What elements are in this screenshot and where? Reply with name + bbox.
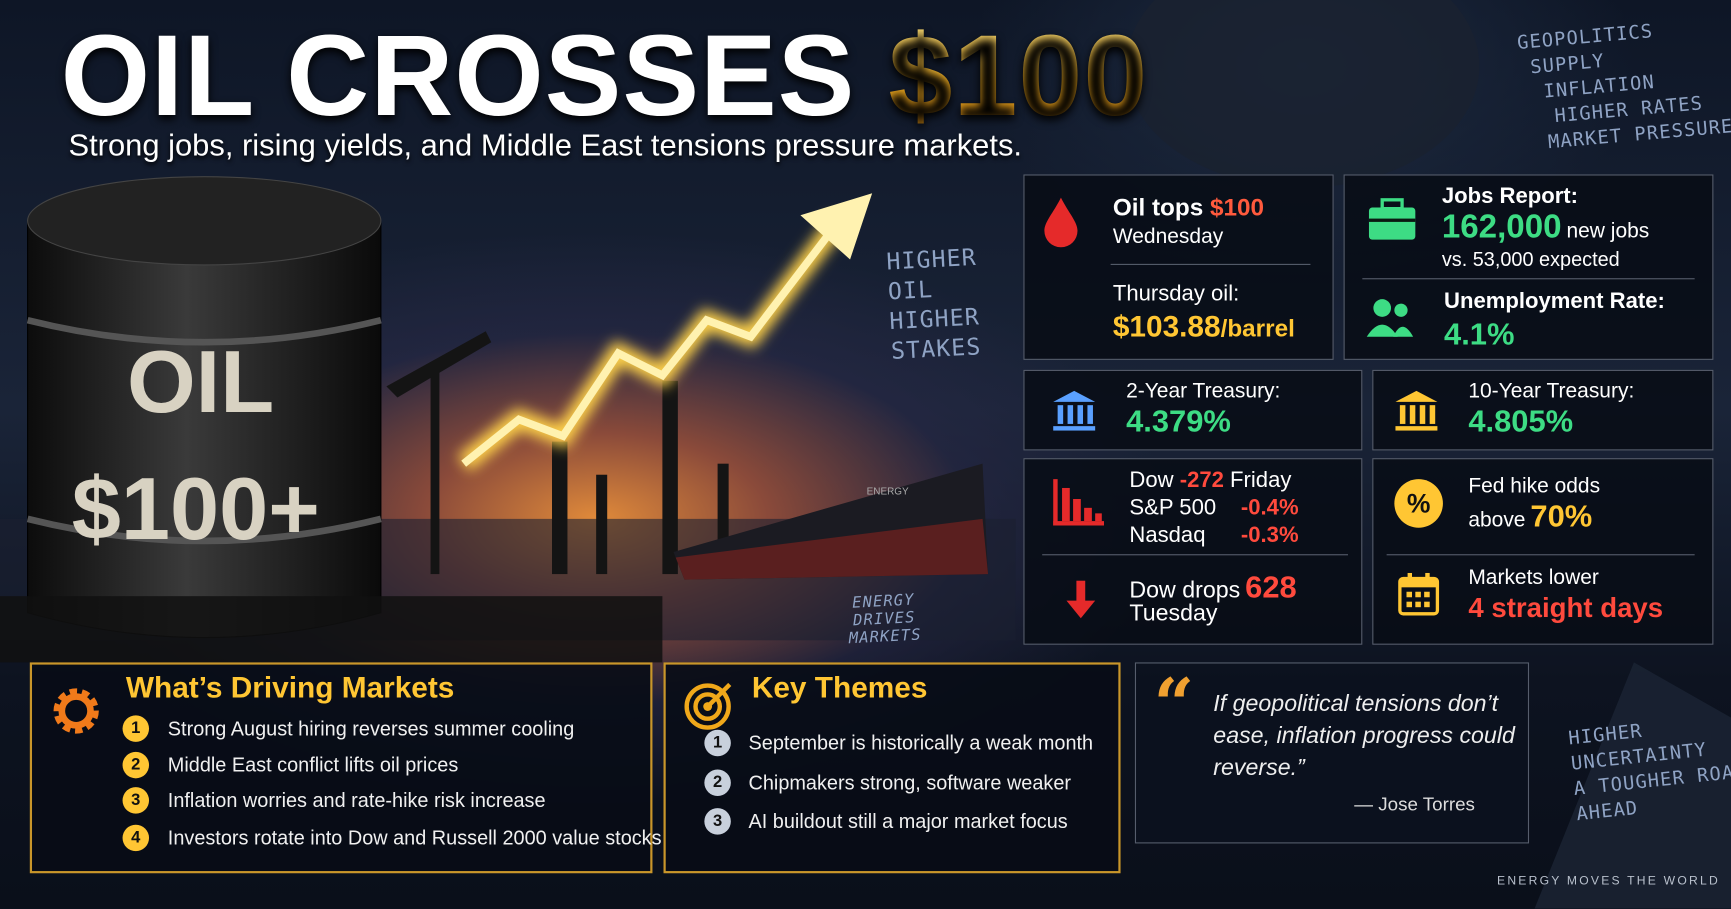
bank-icon [1053, 390, 1096, 431]
quote-author: — Jose Torres [1354, 793, 1475, 815]
item-number: 3 [122, 787, 150, 814]
barrel-text: OIL [126, 332, 275, 431]
jobs-card: Jobs Report: 162,000 new jobs vs. 53,000… [1343, 174, 1714, 360]
footer: ENERGY MOVES THE WORLD [1497, 874, 1720, 888]
treasury-10y-card: 10-Year Treasury: 4.805% [1372, 369, 1714, 451]
item-number: 1 [704, 729, 731, 757]
index-name: S&P 500 [1129, 495, 1217, 520]
index-change: -0.4% [1240, 495, 1299, 520]
arrow-head [800, 193, 873, 260]
label: Fed hike odds [1468, 474, 1601, 498]
expected: vs. 53,000 expected [1441, 248, 1620, 271]
value: 4.379% [1126, 404, 1231, 439]
barrel-text: $100+ [71, 459, 320, 558]
calendar-icon [1398, 572, 1440, 616]
value: 628 [1245, 569, 1297, 604]
gear-icon [53, 688, 99, 734]
driving-panel: What’s Driving Markets 1 Strong August h… [29, 662, 662, 874]
drop-icon [1044, 197, 1078, 248]
quote-text: If geopolitical tensions don’t ease, inf… [1213, 691, 1515, 781]
index-name: Nasdaq [1129, 523, 1206, 548]
overlay-tag: HIGHER [888, 303, 981, 335]
barrel-ring [26, 515, 382, 545]
title-main: OIL CROSSES [60, 12, 856, 141]
barrel-top [27, 176, 382, 266]
divider [1110, 263, 1311, 265]
item-text: September is historically a weak month [748, 731, 1094, 755]
overlay-tag: STAKES [890, 333, 983, 365]
label: Thursday oil: [1112, 281, 1240, 306]
day: Tuesday [1129, 600, 1218, 626]
refinery [386, 331, 989, 580]
oil-card: Oil tops $100 Wednesday Thursday oil: $1… [1023, 174, 1334, 360]
label: 10-Year Treasury: [1468, 379, 1635, 403]
title: OIL CROSSES $100 [61, 15, 1149, 136]
overlay-tag: OIL [887, 276, 934, 305]
title-highlight: $100 [888, 12, 1149, 141]
item-text: AI buildout still a major market focus [748, 810, 1068, 833]
subtitle: Strong jobs, rising yields, and Middle E… [68, 128, 1023, 163]
unit: /barrel [1220, 314, 1295, 343]
svg-text:%: % [1407, 488, 1431, 518]
ship-label: ENERGY [866, 485, 909, 497]
item-text: Middle East conflict lifts oil prices [167, 754, 459, 777]
item-text: Investors rotate into Dow and Russell 20… [167, 826, 662, 849]
value: 4.805% [1468, 404, 1574, 439]
label: above [1468, 508, 1526, 533]
chart-down-icon [1053, 479, 1104, 526]
overlay-tag: HIGHER [885, 243, 978, 276]
value: 4.1% [1444, 316, 1515, 352]
divider [1362, 278, 1695, 280]
divider [1042, 554, 1348, 556]
themes-panel: Key Themes 1 September is historically a… [663, 662, 1121, 874]
people-icon [1366, 299, 1414, 337]
label: Markets lower [1468, 566, 1599, 590]
arrow-glow [457, 214, 847, 472]
bank-icon [1395, 390, 1438, 431]
item-number: 4 [122, 824, 150, 852]
index-change: -0.3% [1240, 523, 1299, 548]
arrow [461, 218, 843, 467]
value: 162,000 [1441, 208, 1562, 246]
item-number: 2 [122, 751, 150, 779]
item-number: 2 [704, 769, 731, 796]
label: Unemployment Rate: [1444, 289, 1665, 314]
indices-card: Dow -272 Friday S&P 500 -0.4% Nasdaq -0.… [1023, 458, 1363, 645]
label: 2-Year Treasury: [1126, 379, 1281, 403]
panel-title: Key Themes [751, 671, 928, 705]
index-day: Friday [1230, 468, 1292, 493]
item-number: 1 [122, 715, 150, 742]
target-icon [684, 682, 732, 730]
label: Jobs Report: [1441, 184, 1578, 209]
day: Wednesday [1112, 225, 1224, 249]
suffix: new jobs [1566, 219, 1650, 243]
ground [0, 596, 663, 663]
treasury-2y-card: 2-Year Treasury: 4.379% [1023, 369, 1363, 451]
item-text: Inflation worries and rate-hike risk inc… [167, 789, 546, 812]
globe [1126, 0, 1480, 188]
quote-mark: “ [1153, 663, 1195, 747]
barrel-ring [26, 316, 382, 346]
index-change: -272 [1179, 468, 1224, 493]
item-number: 3 [704, 808, 731, 835]
label: Dow drops [1129, 577, 1241, 603]
value: 4 straight days [1468, 592, 1664, 624]
fed-card: % Fed hike odds above 70% Markets lower … [1372, 458, 1714, 645]
briefcase-icon [1368, 198, 1416, 240]
value: $100 [1210, 193, 1265, 221]
value: 70% [1530, 499, 1593, 534]
label: Oil tops [1112, 193, 1204, 221]
percent-icon: % [1394, 479, 1443, 528]
item-text: Chipmakers strong, software weaker [748, 771, 1072, 794]
item-text: Strong August hiring reverses summer coo… [167, 717, 575, 740]
divider [1386, 554, 1695, 556]
panel-title: What’s Driving Markets [125, 671, 455, 705]
mountain [1534, 662, 1731, 909]
index-name: Dow [1129, 468, 1174, 493]
value: $103.88 [1112, 310, 1221, 344]
down-arrow-icon [1066, 580, 1096, 619]
quote-panel: “ If geopolitical tensions don’t ease, i… [1134, 662, 1530, 844]
